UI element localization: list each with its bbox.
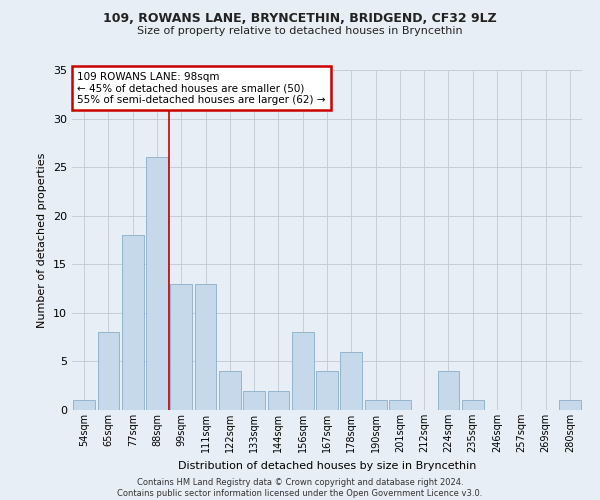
Bar xyxy=(170,284,192,410)
Y-axis label: Number of detached properties: Number of detached properties xyxy=(37,152,47,328)
Bar xyxy=(292,332,314,410)
Bar xyxy=(122,235,143,410)
Bar xyxy=(73,400,95,410)
Bar xyxy=(389,400,411,410)
Text: Size of property relative to detached houses in Bryncethin: Size of property relative to detached ho… xyxy=(137,26,463,36)
Text: Contains HM Land Registry data © Crown copyright and database right 2024.
Contai: Contains HM Land Registry data © Crown c… xyxy=(118,478,482,498)
Bar xyxy=(316,371,338,410)
Bar xyxy=(243,390,265,410)
Bar xyxy=(146,158,168,410)
Bar xyxy=(268,390,289,410)
Bar xyxy=(365,400,386,410)
Bar xyxy=(559,400,581,410)
Bar xyxy=(97,332,119,410)
Bar xyxy=(340,352,362,410)
Bar xyxy=(462,400,484,410)
Bar xyxy=(194,284,217,410)
Text: 109 ROWANS LANE: 98sqm
← 45% of detached houses are smaller (50)
55% of semi-det: 109 ROWANS LANE: 98sqm ← 45% of detached… xyxy=(77,72,326,105)
X-axis label: Distribution of detached houses by size in Bryncethin: Distribution of detached houses by size … xyxy=(178,460,476,470)
Bar xyxy=(219,371,241,410)
Text: 109, ROWANS LANE, BRYNCETHIN, BRIDGEND, CF32 9LZ: 109, ROWANS LANE, BRYNCETHIN, BRIDGEND, … xyxy=(103,12,497,26)
Bar xyxy=(437,371,460,410)
